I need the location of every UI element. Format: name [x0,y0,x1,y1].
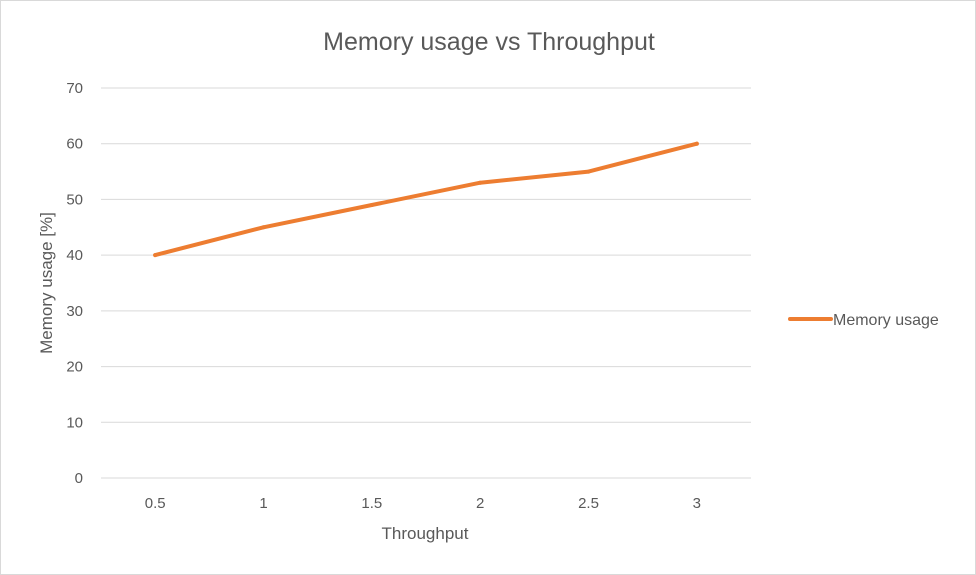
series-line-0 [153,141,699,258]
x-axis-ticks: 0.5 1 1.5 2 2.5 3 [145,495,701,512]
y-tick-label: 50 [66,191,83,208]
x-tick-label: 0.5 [145,495,166,512]
series-layer [153,141,699,258]
data-point [694,141,699,146]
legend-label: Memory usage [833,312,939,329]
y-tick-label: 40 [66,247,83,264]
y-tick-label: 60 [66,136,83,153]
y-axis-ticks: 0 10 20 30 40 50 60 70 [66,80,83,487]
chart-title: Memory usage vs Throughput [323,28,655,56]
gridlines [101,87,751,479]
x-tick-label: 2.5 [578,495,599,512]
data-point [586,169,591,174]
y-tick-label: 30 [66,303,83,320]
y-tick-label: 20 [66,359,83,376]
legend: Memory usage [788,312,939,329]
data-point [369,203,374,207]
x-tick-label: 1.5 [361,495,382,512]
y-tick-label: 70 [66,80,83,97]
x-tick-label: 1 [259,495,267,512]
y-axis-label: Memory usage [%] [37,212,56,354]
data-point [478,180,483,185]
data-point [153,253,158,258]
x-tick-label: 3 [693,495,701,512]
x-axis-label: Throughput [382,524,469,543]
x-tick-label: 2 [476,495,484,512]
y-tick-label: 0 [75,470,83,487]
y-tick-label: 10 [66,414,83,431]
data-point [261,225,266,230]
